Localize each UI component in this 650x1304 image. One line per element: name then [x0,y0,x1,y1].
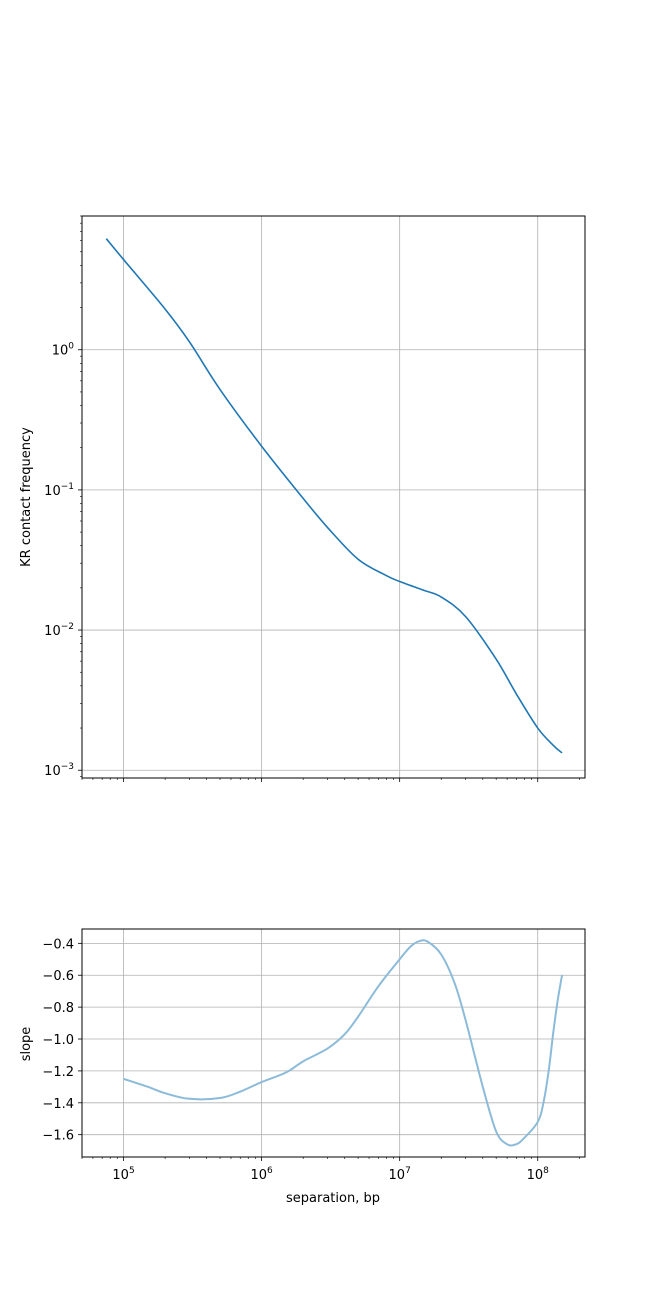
bottom-y-axis-title: slope [19,1027,34,1062]
bottom-y-tick-label: −0.4 [42,937,74,952]
bottom-x-axis-title: separation, bp [286,1191,380,1206]
bottom-y-tick-label: −1.4 [42,1097,74,1112]
top-y-tick-label: 10−2 [44,622,74,639]
bottom-x-tick-labels: 105 106 107 108 [112,1166,549,1183]
bottom-x-tick-label: 105 [112,1166,134,1183]
top-y-tick-labels: 10−3 10−2 10−1 100 [44,342,74,779]
bottom-grid [82,929,585,1157]
top-y-tick-label: 100 [52,342,75,359]
bottom-x-tick-label: 108 [527,1166,550,1183]
bottom-axes-frame [81,928,586,1158]
bottom-y-tick-label: −0.8 [42,1001,74,1016]
top-axes-frame [81,215,586,779]
bottom-x-tick-label: 106 [250,1166,273,1183]
slope-panel: −1.6−1.4−1.2−1.0−0.8−0.6−0.4 105 106 107 10… [19,928,586,1206]
top-major-ticks [78,349,539,782]
bottom-y-tick-labels: −1.6 −1.4 −1.2 −1.0 −0.8 −0.6 −0.4 [42,937,74,1143]
bottom-x-tick-label: 107 [389,1166,411,1183]
bottom-y-tick-label: −1.0 [42,1033,74,1048]
bottom-y-tick-label: −1.6 [42,1129,74,1144]
top-y-axis-title: KR contact frequency [19,427,34,567]
top-grid [82,216,585,778]
bottom-y-tick-label: −0.6 [42,969,74,984]
contact-frequency-panel: 10−3 10−2 10−1 100 KR contact frequency [19,215,586,782]
bottom-major-ticks [78,942,539,1161]
bottom-y-tick-label: −1.2 [42,1065,74,1080]
slope-line [123,939,564,1147]
top-y-tick-label: 10−1 [44,482,74,499]
contact-frequency-line [105,238,563,754]
top-y-tick-label: 10−3 [44,762,74,779]
